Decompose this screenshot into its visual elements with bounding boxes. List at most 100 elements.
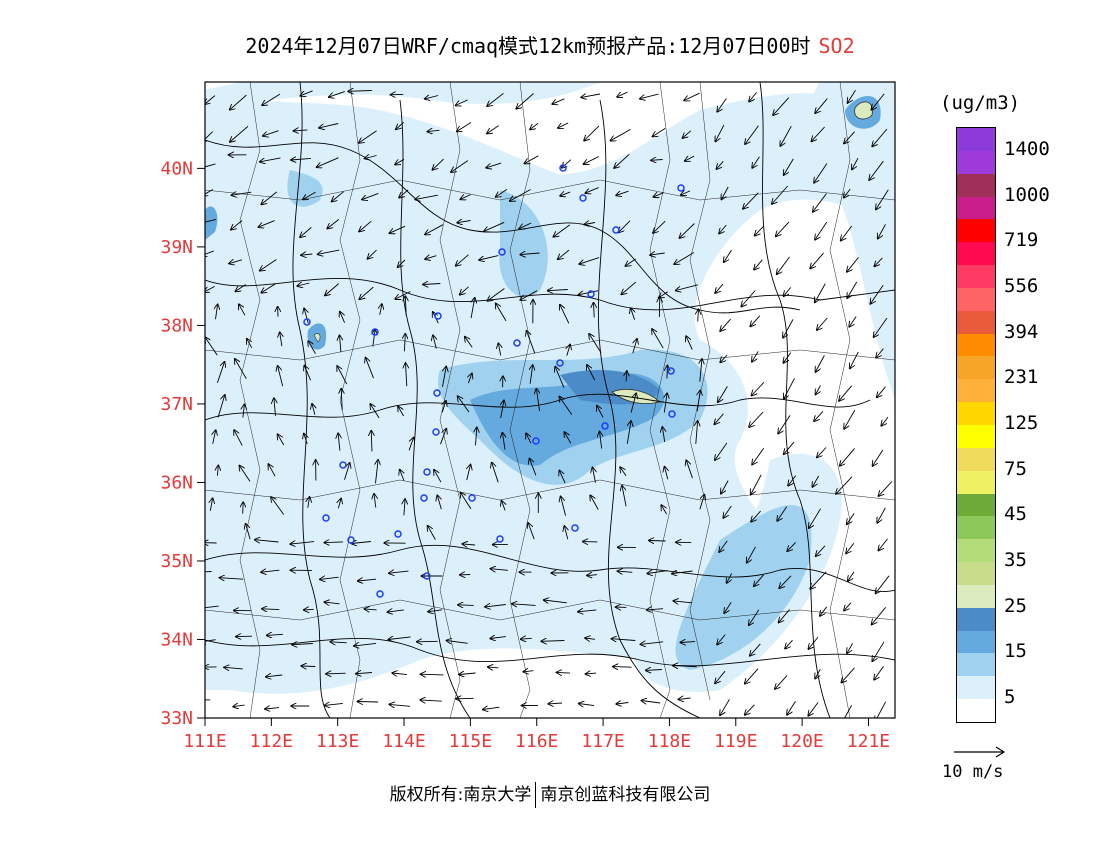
wind-vector bbox=[810, 571, 827, 589]
color-bar-swatch bbox=[957, 493, 995, 517]
wind-vector bbox=[300, 90, 313, 96]
wind-vector bbox=[526, 433, 531, 444]
wind-vector bbox=[780, 125, 792, 146]
wind-vector bbox=[301, 666, 316, 667]
lat-label: 35N bbox=[160, 551, 193, 572]
footer-separator bbox=[535, 782, 537, 808]
wind-vector bbox=[564, 432, 572, 444]
wind-vector bbox=[815, 221, 828, 240]
wind-vector bbox=[699, 495, 705, 510]
color-bar-label: 35 bbox=[1004, 549, 1027, 572]
wind-vector bbox=[274, 398, 276, 416]
wind-vector bbox=[247, 339, 252, 349]
wind-vector bbox=[814, 163, 828, 183]
wind-vector bbox=[872, 128, 888, 146]
wind-vector bbox=[308, 497, 310, 508]
wind-vector bbox=[871, 93, 885, 110]
wind-vector bbox=[462, 544, 476, 545]
wind-vector bbox=[490, 637, 506, 639]
wind-vector bbox=[461, 493, 472, 510]
wind-vector bbox=[354, 643, 377, 646]
wind-vector bbox=[876, 189, 889, 210]
wind-vector bbox=[585, 187, 599, 194]
wind-vector bbox=[519, 222, 532, 229]
wind-vector bbox=[440, 429, 447, 445]
wind-vector bbox=[404, 499, 405, 516]
wind-vector bbox=[529, 459, 537, 476]
wind-vector bbox=[389, 225, 406, 233]
wind-vector bbox=[332, 191, 344, 202]
wind-vector bbox=[304, 434, 307, 445]
wind-vector bbox=[667, 366, 668, 379]
wind-vector bbox=[471, 298, 475, 319]
wind-vector bbox=[548, 290, 568, 291]
map-frame bbox=[204, 81, 896, 719]
wind-vector bbox=[836, 476, 853, 494]
color-bar-swatch bbox=[957, 447, 995, 471]
wind-vector bbox=[719, 224, 727, 234]
wind-vector bbox=[816, 385, 821, 395]
wind-vector bbox=[255, 540, 279, 542]
wind-vector bbox=[233, 705, 245, 707]
wind-vector bbox=[388, 637, 411, 640]
wind-vector bbox=[327, 219, 340, 228]
color-bar-swatch bbox=[957, 173, 995, 197]
wind-vector bbox=[239, 304, 246, 316]
wind-vector bbox=[559, 471, 566, 484]
wind-vector bbox=[468, 374, 472, 384]
wind-vector bbox=[872, 641, 885, 661]
color-bar-label: 394 bbox=[1004, 320, 1039, 343]
wind-vector bbox=[486, 162, 502, 168]
wind-vector bbox=[626, 371, 627, 382]
wind-vector bbox=[557, 672, 571, 673]
wind-vector bbox=[325, 283, 339, 296]
color-bar-swatch bbox=[957, 356, 995, 380]
province-borders bbox=[205, 82, 895, 718]
lon-label: 112E bbox=[250, 731, 293, 752]
wind-vector bbox=[741, 290, 756, 307]
wind-vector bbox=[579, 257, 600, 265]
lat-label: 33N bbox=[160, 708, 193, 729]
wind-vector bbox=[231, 220, 243, 230]
wind-vector bbox=[720, 318, 731, 331]
wind-vector bbox=[721, 480, 729, 494]
wind-vector bbox=[752, 351, 759, 361]
wind-vector bbox=[451, 160, 469, 173]
color-bar-swatch bbox=[957, 470, 995, 494]
wind-vector bbox=[567, 345, 570, 356]
lon-label: 119E bbox=[714, 731, 757, 752]
wind-vector bbox=[870, 284, 884, 304]
wind-vector bbox=[751, 474, 762, 495]
wind-vector bbox=[612, 639, 636, 641]
wind-vector bbox=[433, 335, 436, 349]
wind-vector bbox=[459, 673, 476, 675]
wind-vector bbox=[294, 130, 308, 131]
wind-vector bbox=[578, 610, 597, 612]
wind-vector bbox=[258, 220, 275, 228]
wind-vector bbox=[876, 575, 890, 594]
wind-vector bbox=[626, 421, 631, 444]
lon-label: 114E bbox=[382, 731, 425, 752]
lat-label: 40N bbox=[160, 158, 193, 179]
copyright-left: 版权所有:南京大学 bbox=[389, 785, 532, 805]
lon-label: 113E bbox=[316, 731, 359, 752]
lat-label: 38N bbox=[160, 315, 193, 336]
wind-vector bbox=[425, 96, 439, 99]
wind-vector bbox=[320, 577, 339, 579]
color-bar-swatch bbox=[957, 562, 995, 585]
wind-vector bbox=[359, 286, 374, 299]
wind-vector bbox=[847, 281, 858, 298]
wind-vector bbox=[501, 401, 504, 419]
wind-vector bbox=[365, 156, 377, 159]
color-bar-swatch bbox=[957, 699, 995, 722]
color-bar-swatch bbox=[957, 653, 995, 677]
color-bar-swatch bbox=[957, 379, 995, 403]
wind-vector bbox=[779, 609, 790, 623]
wind-vector bbox=[301, 254, 313, 255]
wind-vector bbox=[715, 283, 724, 293]
wind-vector bbox=[653, 128, 666, 136]
wind-vector bbox=[584, 223, 596, 225]
wind-vector bbox=[589, 334, 602, 353]
wind-vector bbox=[810, 252, 824, 268]
wind-vector bbox=[319, 123, 339, 128]
